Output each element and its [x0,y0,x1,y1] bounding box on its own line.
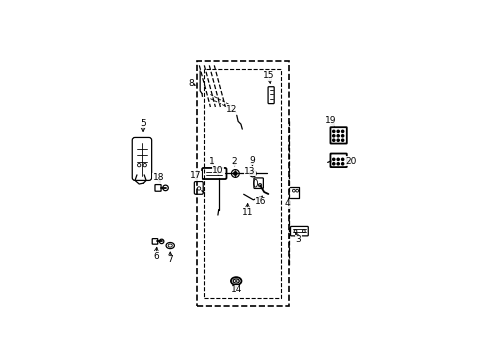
Text: 11: 11 [241,208,252,217]
Circle shape [341,135,343,137]
Text: 14: 14 [230,285,242,294]
Text: 15: 15 [263,71,274,80]
Text: 12: 12 [225,105,237,114]
Circle shape [336,158,339,161]
Text: 6: 6 [153,252,159,261]
Text: 4: 4 [284,199,289,208]
Text: 16: 16 [255,197,266,206]
Text: 17: 17 [190,171,201,180]
Circle shape [336,163,339,165]
Circle shape [336,135,339,137]
Circle shape [341,139,343,141]
Text: 20: 20 [345,157,356,166]
Text: 5: 5 [140,118,145,127]
Text: 9: 9 [248,156,254,165]
Circle shape [332,135,334,137]
Text: 2: 2 [231,157,236,166]
Text: 19: 19 [325,116,336,125]
Circle shape [336,130,339,132]
Circle shape [341,130,343,132]
Text: 1: 1 [208,157,214,166]
Text: 7: 7 [167,256,173,265]
Circle shape [233,172,237,175]
Circle shape [341,158,343,161]
Text: 13: 13 [244,167,255,176]
Text: 10: 10 [212,166,223,175]
Text: 8: 8 [188,78,194,87]
Ellipse shape [234,280,237,282]
Circle shape [332,158,334,161]
Text: 3: 3 [295,235,301,244]
Circle shape [332,163,334,165]
Text: 18: 18 [153,174,164,183]
Circle shape [332,139,334,141]
Circle shape [341,163,343,165]
Circle shape [336,139,339,141]
Circle shape [332,130,334,132]
